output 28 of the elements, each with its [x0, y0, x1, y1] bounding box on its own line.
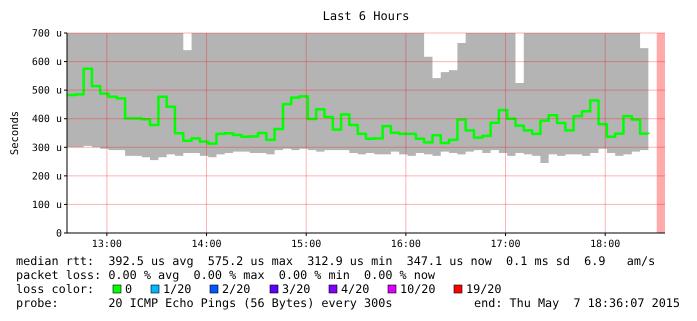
text: 2/20 [222, 282, 250, 296]
y-tick-label: 400 u [32, 114, 62, 126]
text: 4/20 [341, 282, 370, 296]
x-tick-label: 13:00 [92, 239, 122, 250]
y-axis-title: Seconds [9, 110, 21, 156]
x-tick-label: 15:00 [291, 239, 322, 250]
y-tick-label: 600 u [32, 57, 62, 68]
x-tick-label: 18:00 [590, 239, 620, 250]
text: 10/20 [400, 282, 436, 296]
text: median rtt: 392.5 us avg 575.2 us max 312.9 us min 347.1 us now 0.1 ms sd 6.9 am/s [16, 254, 656, 268]
x-tick-label: 17:00 [490, 239, 521, 250]
x-tick-label: 14:00 [191, 239, 222, 250]
y-tick-label: 300 u [32, 142, 62, 154]
y-tick-label: 700 u [32, 28, 62, 40]
y-tick-label: 100 u [32, 200, 62, 211]
chart-title: Last 6 Hours [322, 9, 410, 23]
y-tick-label: 500 u [32, 86, 62, 97]
text: 0 [125, 282, 132, 296]
x-tick-label: 16:00 [390, 239, 421, 250]
text: 1/20 [163, 282, 192, 296]
text: 19/20 [466, 282, 502, 296]
y-tick-label: 0 [56, 228, 62, 240]
text: end: Thu May 7 18:36:07 2015 [474, 296, 680, 310]
text: 3/20 [282, 282, 310, 296]
y-tick-label: 200 u [32, 171, 62, 182]
text: packet loss: 0.00 % avg 0.00 % max 0.00 % min 0.00 % now [16, 268, 436, 282]
text: probe: 20 ICMP Echo Pings (56 Bytes) every 300s [16, 296, 392, 310]
text: loss color: [16, 282, 94, 296]
